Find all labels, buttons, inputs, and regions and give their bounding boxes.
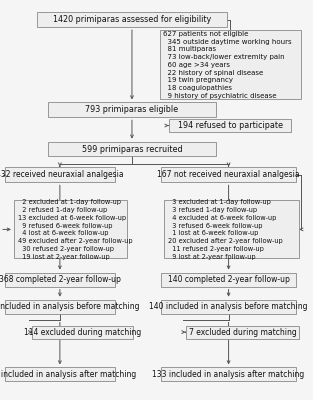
- Text: 627 patients not eligible
  345 outside daytime working hours
  81 multiparas
  : 627 patients not eligible 345 outside da…: [163, 31, 292, 99]
- Text: 2 excluded at 1-day follow-up
  2 refused 1-day follow-up
13 excluded at 6-week : 2 excluded at 1-day follow-up 2 refused …: [18, 199, 132, 260]
- FancyBboxPatch shape: [186, 326, 299, 338]
- FancyBboxPatch shape: [164, 200, 299, 258]
- Text: 7 excluded during matching: 7 excluded during matching: [188, 328, 296, 337]
- Text: 793 primiparas eligible: 793 primiparas eligible: [85, 105, 178, 114]
- FancyBboxPatch shape: [48, 142, 216, 156]
- FancyBboxPatch shape: [5, 272, 115, 287]
- FancyBboxPatch shape: [161, 367, 296, 382]
- FancyBboxPatch shape: [5, 300, 115, 314]
- Text: 133 included in analysis after matching: 133 included in analysis after matching: [152, 370, 305, 379]
- Text: 368 completed 2-year follow-up: 368 completed 2-year follow-up: [0, 275, 121, 284]
- FancyBboxPatch shape: [37, 12, 227, 27]
- Text: 432 received neuraxial analgesia: 432 received neuraxial analgesia: [0, 170, 124, 179]
- Text: 368 included in analysis before matching: 368 included in analysis before matching: [0, 302, 139, 311]
- FancyBboxPatch shape: [169, 119, 291, 132]
- FancyBboxPatch shape: [5, 167, 115, 182]
- FancyBboxPatch shape: [32, 326, 134, 338]
- Text: 599 primiparas recruited: 599 primiparas recruited: [82, 144, 182, 154]
- Text: 1420 primiparas assessed for eligibility: 1420 primiparas assessed for eligibility: [53, 15, 211, 24]
- FancyBboxPatch shape: [161, 167, 296, 182]
- FancyBboxPatch shape: [161, 272, 296, 287]
- Text: 3 excluded at 1-day follow-up
  3 refused 1-day follow-up
  4 excluded at 6-week: 3 excluded at 1-day follow-up 3 refused …: [168, 199, 283, 260]
- Text: 140 completed 2-year follow-up: 140 completed 2-year follow-up: [168, 275, 290, 284]
- Text: 140 included in analysis before matching: 140 included in analysis before matching: [149, 302, 308, 311]
- FancyBboxPatch shape: [14, 200, 127, 258]
- Text: 254 included in analysis after matching: 254 included in analysis after matching: [0, 370, 136, 379]
- Text: 194 refused to participate: 194 refused to participate: [177, 121, 283, 130]
- FancyBboxPatch shape: [161, 300, 296, 314]
- FancyBboxPatch shape: [160, 30, 301, 99]
- Text: 114 excluded during matching: 114 excluded during matching: [24, 328, 141, 337]
- FancyBboxPatch shape: [48, 102, 216, 117]
- Text: 167 not received neuraxial analgesia: 167 not received neuraxial analgesia: [157, 170, 300, 179]
- FancyBboxPatch shape: [5, 367, 115, 382]
